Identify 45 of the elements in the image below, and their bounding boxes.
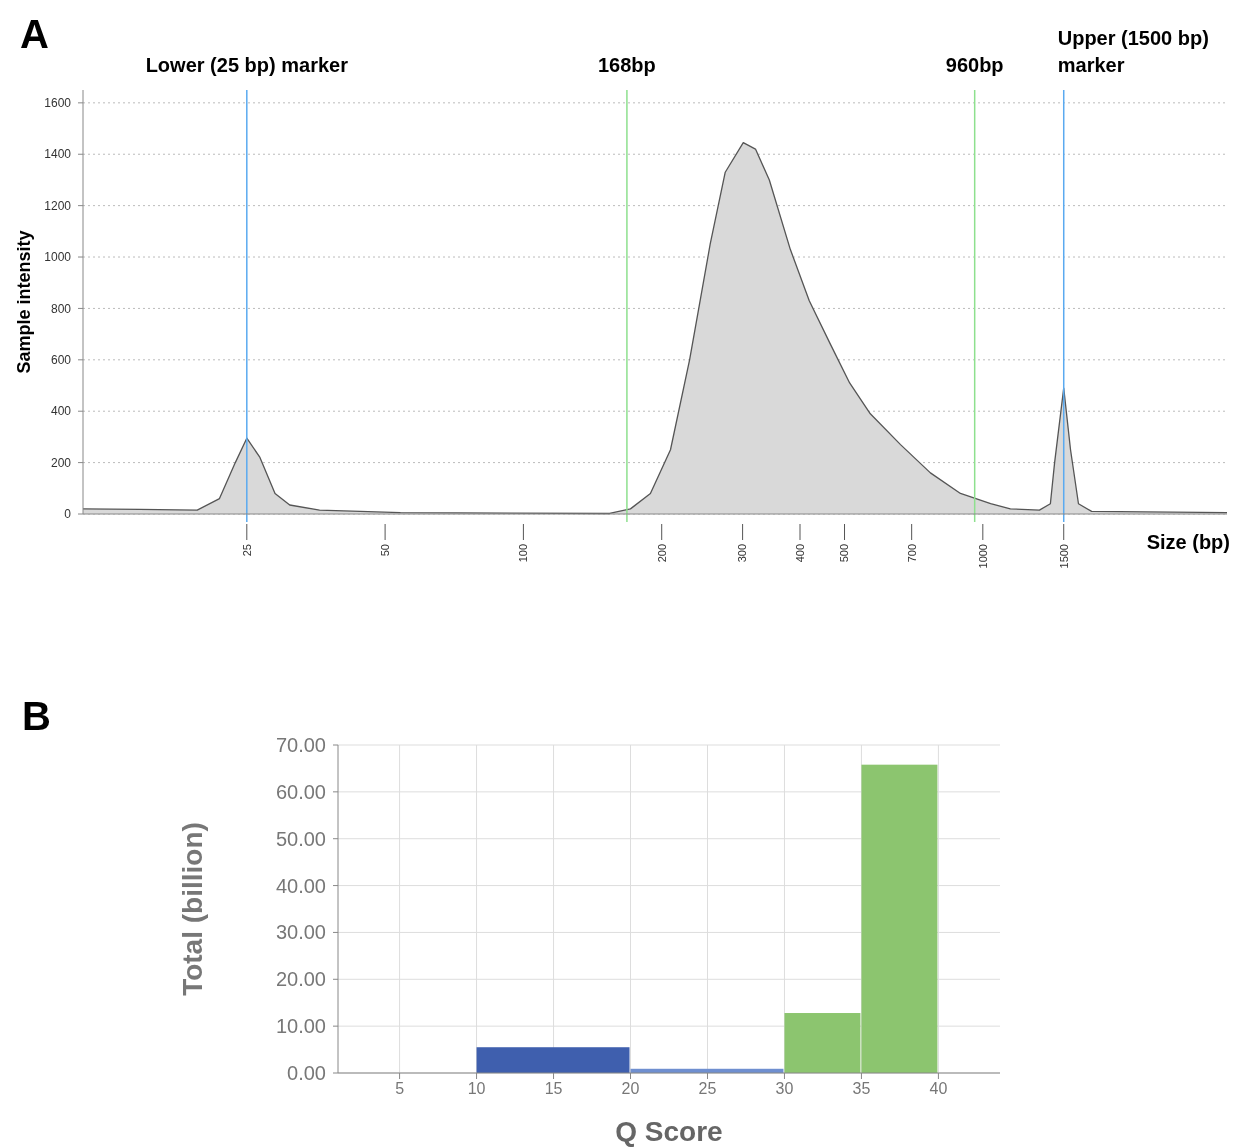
x-tick-label: 25 <box>698 1080 717 1097</box>
x-tick-label: 1500 <box>1057 544 1070 569</box>
y-tick-label: 0.00 <box>287 1062 326 1084</box>
y-tick-label: 800 <box>50 301 72 316</box>
x-tick-label: 700 <box>905 544 918 563</box>
x-tick-label: 20 <box>621 1080 640 1097</box>
x-tick-label: 200 <box>655 544 668 563</box>
chart-title: B <box>22 694 51 738</box>
y-tick-label: 1000 <box>44 250 72 265</box>
y-tick-label: 20.00 <box>275 968 326 991</box>
ref-line-label: Upper (1500 bp) marker <box>1057 27 1209 76</box>
y-tick-label: 1600 <box>44 96 72 111</box>
y-tick-label: 1400 <box>44 147 72 162</box>
y-tick-label: 200 <box>50 455 72 470</box>
y-tick-label: 40.00 <box>275 874 326 897</box>
chart-title: A <box>20 12 49 56</box>
x-tick-label: 10 <box>467 1080 486 1097</box>
x-tick-label: 30 <box>775 1080 794 1097</box>
y-tick-label: 0 <box>64 507 72 522</box>
x-axis-title: Size (bp) <box>1146 531 1230 553</box>
x-tick-label: 300 <box>736 544 749 563</box>
x-tick-label: 100 <box>517 544 530 563</box>
y-tick-label: 70.00 <box>275 734 326 756</box>
ref-line-label: 168bp <box>598 54 656 76</box>
y-tick-label: 60.00 <box>275 780 326 803</box>
x-tick-label: 15 <box>544 1080 563 1097</box>
x-tick-label: 50 <box>378 544 391 557</box>
y-tick-label: 10.00 <box>275 1015 326 1038</box>
x-tick-label: 500 <box>838 544 851 563</box>
x-tick-label: 400 <box>793 544 806 563</box>
x-axis-title: Q Score <box>615 1116 723 1147</box>
y-tick-label: 30.00 <box>275 921 326 944</box>
x-tick-label: 5 <box>395 1080 405 1097</box>
y-axis-title: Total (billion) <box>177 822 208 996</box>
y-tick-label: 1200 <box>44 198 72 213</box>
y-tick-label: 50.00 <box>275 827 326 850</box>
ref-line-label: Lower (25 bp) marker <box>145 54 349 76</box>
x-tick-label: 25 <box>240 544 253 557</box>
y-tick-label: 400 <box>50 404 72 419</box>
ref-line-label: 960bp <box>945 54 1004 76</box>
y-axis-title: Sample intensity <box>14 230 34 374</box>
x-tick-label: 35 <box>852 1080 871 1097</box>
x-tick-label: 1000 <box>976 544 989 569</box>
x-tick-label: 40 <box>929 1080 948 1097</box>
y-tick-label: 600 <box>50 353 72 368</box>
